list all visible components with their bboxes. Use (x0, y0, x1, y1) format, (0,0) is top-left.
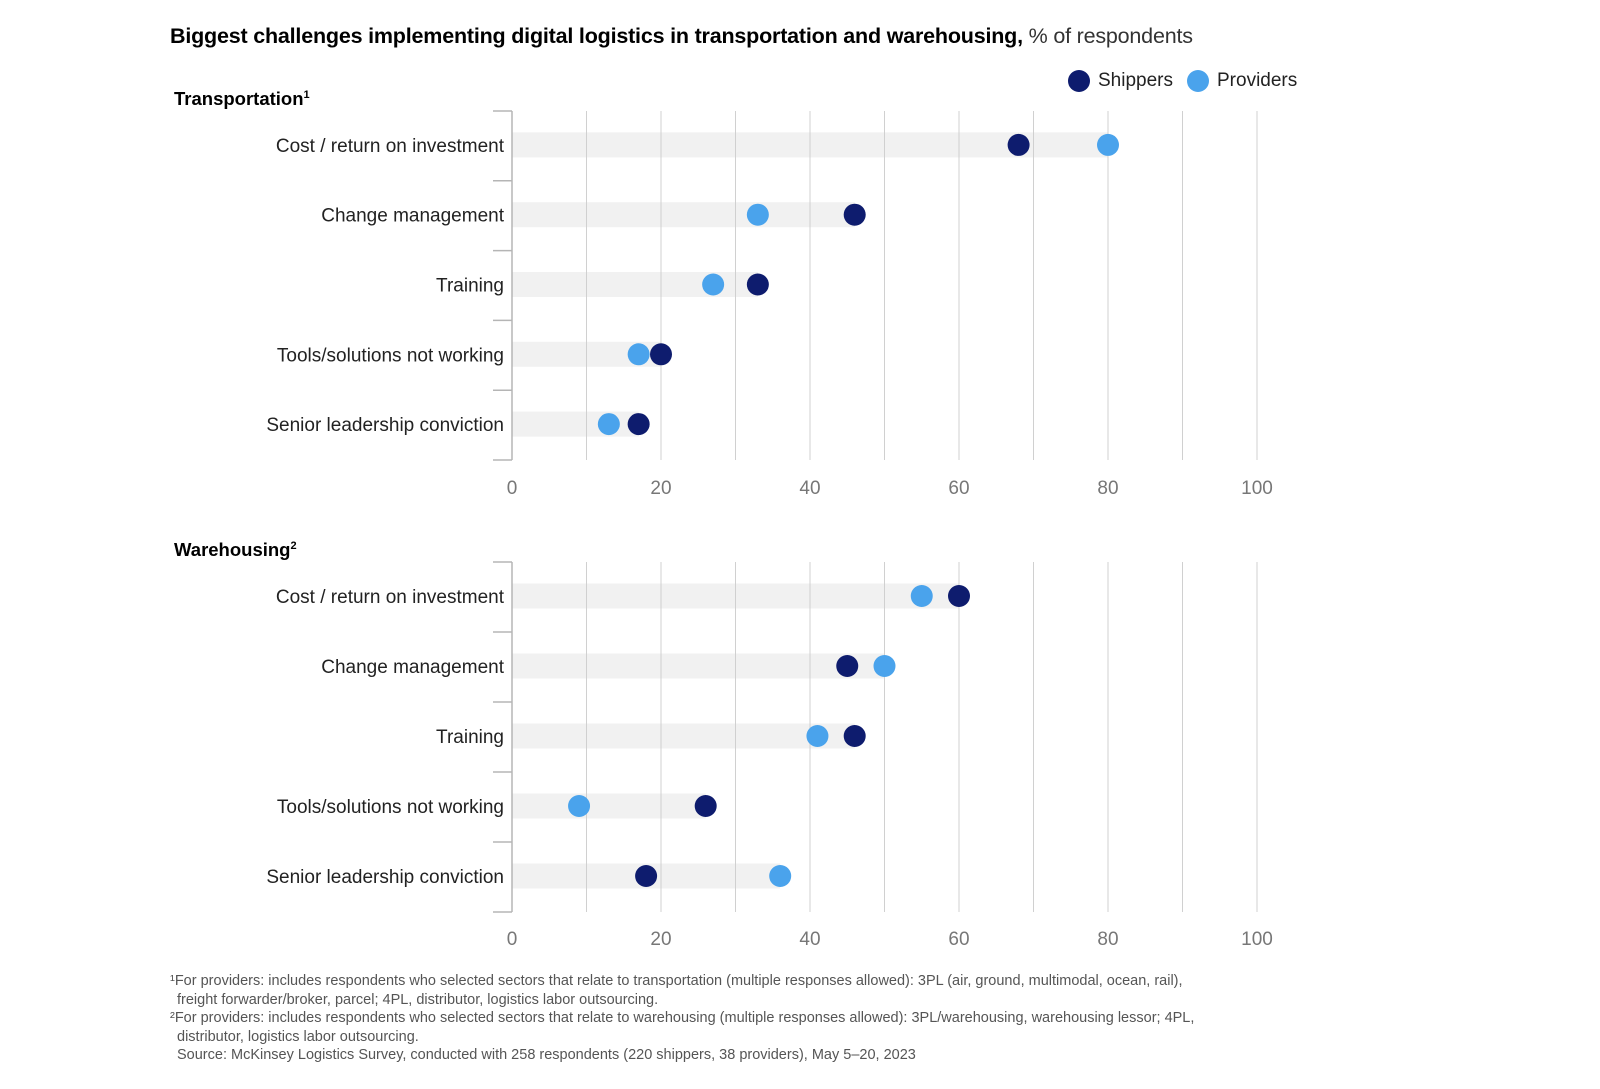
source-note: Source: McKinsey Logistics Survey, condu… (177, 1047, 916, 1063)
x-tick-label: 20 (650, 929, 671, 950)
data-point-providers (910, 585, 933, 607)
data-point-providers (746, 203, 769, 226)
data-point-providers (806, 725, 829, 747)
category-label: Tools/solutions not working (277, 345, 504, 366)
footnote-marker: 2 (290, 539, 297, 552)
category-label: Change management (321, 657, 504, 678)
chart-title-unit: % of respondents (1022, 24, 1193, 48)
data-point-providers (627, 343, 650, 366)
category-label: Change management (321, 206, 504, 227)
row-band (512, 723, 855, 749)
data-point-providers (597, 413, 620, 436)
x-tick-label: 100 (1241, 478, 1273, 499)
x-tick-label: 80 (1097, 478, 1118, 499)
footnote-1-cont: freight forwarder/broker, parcel; 4PL, d… (177, 991, 659, 1008)
row-band (512, 202, 855, 228)
data-point-shippers (843, 725, 866, 747)
panel-title-text: Transportation (174, 88, 304, 109)
data-point-providers (873, 655, 896, 677)
footnote-2: ²For providers: includes respondents who… (170, 1010, 1195, 1026)
category-label: Training (436, 727, 504, 748)
footnote-2-cont: distributor, logistics labor outsourcing… (177, 1028, 419, 1045)
legend-item-providers: Providers (1187, 70, 1297, 92)
data-point-shippers (1007, 133, 1030, 156)
panel-title-text: Warehousing (174, 539, 291, 560)
category-label: Training (436, 276, 504, 297)
category-label: Cost / return on investment (276, 136, 505, 157)
footnote-1: ¹For providers: includes respondents who… (170, 973, 1183, 989)
legend-swatch-providers-icon (1187, 70, 1209, 92)
chart-title: Biggest challenges implementing digital … (170, 24, 1193, 49)
x-tick-label: 0 (507, 478, 518, 499)
data-point-shippers (843, 203, 866, 226)
legend-label-shippers: Shippers (1098, 70, 1173, 91)
footnote-marker: 1 (303, 88, 310, 101)
data-point-shippers (650, 343, 672, 366)
x-tick-label: 40 (799, 929, 820, 950)
legend-swatch-shippers-icon (1068, 70, 1090, 92)
data-point-providers (702, 273, 725, 296)
x-tick-label: 20 (650, 478, 671, 499)
legend-label-providers: Providers (1217, 70, 1298, 91)
panel-title-transportation: Transportation1 (174, 88, 310, 110)
legend: Shippers Providers (1068, 70, 1311, 92)
data-point-providers (568, 795, 591, 817)
x-tick-label: 80 (1097, 929, 1118, 950)
category-label: Cost / return on investment (276, 587, 505, 608)
legend-item-shippers: Shippers (1068, 70, 1173, 92)
x-tick-label: 60 (948, 478, 969, 499)
data-point-providers (769, 865, 792, 887)
category-label: Senior leadership conviction (266, 867, 504, 888)
data-point-providers (1097, 133, 1119, 156)
x-tick-label: 100 (1241, 929, 1273, 950)
x-tick-label: 60 (948, 929, 969, 950)
x-tick-label: 40 (799, 478, 820, 499)
panel-title-warehousing: Warehousing2 (174, 539, 297, 561)
data-point-shippers (635, 865, 658, 887)
category-label: Senior leadership conviction (266, 415, 504, 436)
data-point-shippers (836, 655, 859, 677)
data-point-shippers (694, 795, 717, 817)
row-band (512, 793, 706, 819)
data-point-shippers (627, 413, 650, 436)
footnotes: ¹For providers: includes respondents who… (170, 972, 1320, 1065)
chart-title-main: Biggest challenges implementing digital … (170, 24, 1023, 48)
x-tick-label: 0 (507, 929, 518, 950)
category-label: Tools/solutions not working (277, 797, 504, 818)
row-band (512, 653, 885, 679)
data-point-shippers (746, 273, 769, 296)
data-point-shippers (948, 585, 970, 607)
